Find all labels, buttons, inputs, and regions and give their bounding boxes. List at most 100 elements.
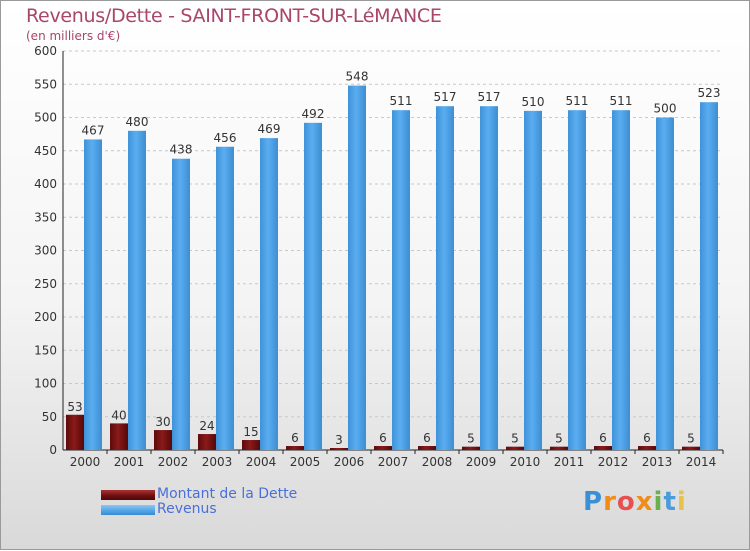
debt-bar	[286, 446, 304, 450]
revenue-value-label: 523	[698, 86, 721, 100]
debt-value-label: 6	[379, 431, 387, 445]
revenue-bar	[700, 102, 718, 450]
debt-value-label: 6	[423, 431, 431, 445]
debt-bar	[242, 440, 260, 450]
revenue-bar	[128, 130, 146, 451]
revenue-value-label: 511	[610, 94, 633, 108]
x-tick-label: 2006	[334, 455, 365, 469]
revenue-value-label: 511	[566, 94, 589, 108]
x-tick-label: 2009	[466, 455, 497, 469]
x-tick-label: 2013	[642, 455, 673, 469]
debt-value-label: 53	[67, 400, 82, 414]
debt-bar	[682, 446, 700, 450]
revenue-bar	[216, 146, 234, 450]
revenue-bar	[480, 106, 498, 450]
x-tick-label: 2004	[246, 455, 277, 469]
x-tick-label: 2010	[510, 455, 541, 469]
revenue-bar	[392, 110, 410, 450]
x-tick-label: 2005	[290, 455, 321, 469]
revenue-value-label: 456	[214, 131, 237, 145]
debt-bar	[154, 430, 172, 450]
debt-value-label: 24	[199, 419, 214, 433]
x-tick-label: 2007	[378, 455, 409, 469]
debt-bar	[506, 446, 524, 450]
x-tick-label: 2011	[554, 455, 585, 469]
debt-bar	[198, 434, 216, 450]
revenue-bar	[656, 117, 674, 450]
x-tick-label: 2012	[598, 455, 629, 469]
debt-bar	[110, 423, 128, 450]
revenue-value-label: 548	[346, 70, 369, 84]
logo-letter: o	[616, 487, 636, 517]
revenue-value-label: 517	[478, 90, 501, 104]
logo-letter: i	[676, 487, 687, 517]
y-tick-label: 500	[34, 111, 57, 125]
revenue-bar	[304, 122, 322, 450]
debt-value-label: 30	[155, 415, 170, 429]
y-tick-label: 50	[42, 410, 57, 424]
logo-letter: r	[603, 487, 617, 517]
x-tick-label: 2014	[686, 455, 717, 469]
revenue-value-label: 469	[258, 122, 281, 136]
y-tick-label: 350	[34, 210, 57, 224]
debt-bar	[462, 446, 480, 450]
debt-bar	[374, 446, 392, 450]
debt-value-label: 5	[467, 432, 475, 446]
y-tick-label: 100	[34, 377, 57, 391]
revenue-bar	[84, 139, 102, 450]
debt-value-label: 40	[111, 408, 126, 422]
logo-letter: t	[663, 487, 677, 517]
debt-bar	[594, 446, 612, 450]
revenue-bar	[172, 158, 190, 451]
revenue-value-label: 510	[522, 95, 545, 109]
debt-value-label: 5	[555, 432, 563, 446]
revenue-bar	[436, 106, 454, 450]
legend-swatch-revenue	[101, 505, 155, 515]
debt-bar	[638, 446, 656, 450]
revenue-bar	[524, 110, 542, 450]
legend-swatch-debt	[101, 490, 155, 500]
y-tick-label: 200	[34, 310, 57, 324]
x-tick-label: 2002	[158, 455, 189, 469]
y-tick-label: 150	[34, 343, 57, 357]
debt-bar	[550, 446, 568, 450]
legend-label-debt: Montant de la Dette	[157, 486, 298, 502]
chart-title: Revenus/Dette - SAINT-FRONT-SUR-LéMANCE	[26, 5, 442, 27]
revenue-value-label: 467	[82, 123, 105, 137]
x-tick-label: 2001	[114, 455, 145, 469]
debt-value-label: 15	[243, 425, 258, 439]
debt-value-label: 6	[643, 431, 651, 445]
revenue-value-label: 492	[302, 107, 325, 121]
revenue-value-label: 500	[654, 102, 677, 116]
y-tick-label: 550	[34, 77, 57, 91]
debt-value-label: 3	[335, 433, 343, 447]
debt-bar	[418, 446, 436, 450]
y-tick-label: 300	[34, 244, 57, 258]
logo-letter: x	[635, 487, 654, 517]
debt-value-label: 5	[511, 432, 519, 446]
chart-subtitle: (en milliers d'€)	[26, 29, 121, 43]
debt-value-label: 6	[291, 431, 299, 445]
debt-bar	[330, 448, 348, 450]
revenue-value-label: 480	[126, 115, 149, 129]
debt-value-label: 5	[687, 432, 695, 446]
legend-label-revenue: Revenus	[157, 501, 217, 517]
revenue-bar	[260, 138, 278, 451]
y-tick-label: 0	[49, 443, 57, 457]
revenue-bar	[612, 110, 630, 450]
revenue-value-label: 517	[434, 90, 457, 104]
revenue-bar	[348, 85, 366, 450]
proxiti-logo: Proxiti	[583, 487, 687, 517]
x-tick-label: 2003	[202, 455, 233, 469]
y-tick-label: 600	[34, 44, 57, 58]
y-tick-label: 450	[34, 144, 57, 158]
revenue-value-label: 511	[390, 94, 413, 108]
debt-bar	[66, 414, 84, 450]
revenue-value-label: 438	[170, 143, 193, 157]
x-tick-label: 2000	[70, 455, 101, 469]
debt-value-label: 6	[599, 431, 607, 445]
logo-letter: i	[653, 487, 664, 517]
y-tick-label: 250	[34, 277, 57, 291]
